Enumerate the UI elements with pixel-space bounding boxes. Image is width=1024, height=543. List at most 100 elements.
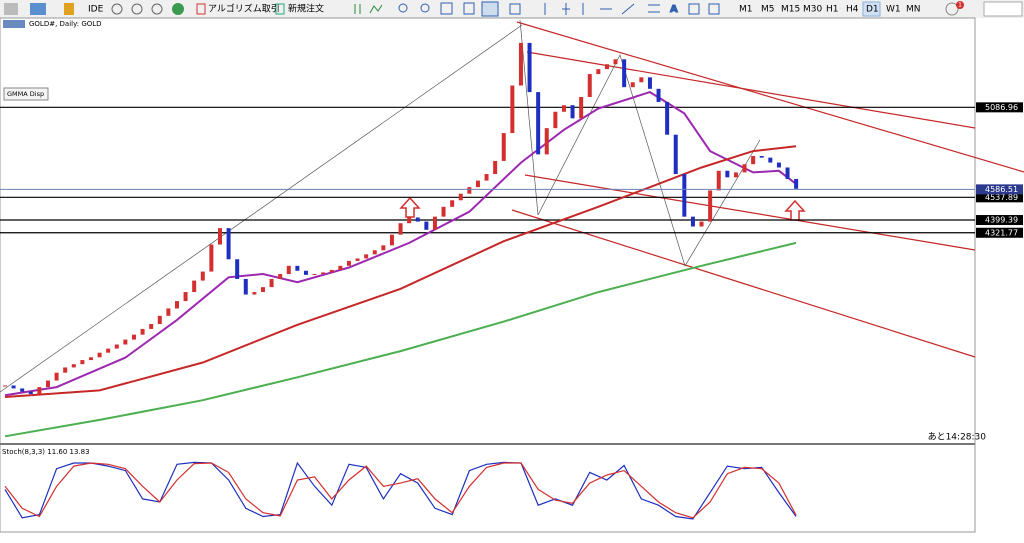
candle xyxy=(553,111,558,129)
candle xyxy=(364,254,369,259)
countdown: あと14:28:30 xyxy=(928,432,987,443)
candle xyxy=(131,334,136,340)
tool-icon[interactable] xyxy=(4,3,18,15)
algo-icon xyxy=(196,3,206,15)
candle xyxy=(510,85,515,134)
candle xyxy=(346,260,351,266)
candle xyxy=(493,160,498,175)
candle xyxy=(776,162,781,168)
svg-text:A: A xyxy=(670,4,678,15)
candle xyxy=(768,157,773,163)
candle xyxy=(639,77,644,83)
series-line xyxy=(4,91,797,397)
candle xyxy=(398,223,403,235)
candle xyxy=(183,292,188,302)
ide-button[interactable]: IDE xyxy=(88,5,104,15)
candle xyxy=(690,216,695,227)
level-label: 4537.89 xyxy=(985,193,1018,202)
candle xyxy=(209,244,214,272)
timeframe-button[interactable]: M1 xyxy=(739,5,753,15)
level-label: 5086.96 xyxy=(985,103,1018,112)
trend-lines xyxy=(511,21,1024,358)
candle xyxy=(106,348,111,353)
candle xyxy=(329,269,334,273)
candle xyxy=(613,59,618,65)
candle xyxy=(441,206,446,217)
tool-icon[interactable] xyxy=(64,3,74,15)
timeframe-button[interactable]: D1 xyxy=(866,5,879,15)
gmma-button[interactable]: GMMA Disp xyxy=(7,90,44,98)
drawing-tools[interactable]: A xyxy=(509,3,720,16)
candle xyxy=(149,324,154,329)
candle xyxy=(415,217,420,222)
candle xyxy=(28,391,33,395)
candle xyxy=(622,59,627,88)
new-order-button[interactable]: 新規注文 xyxy=(288,3,324,15)
timeframe-button[interactable]: M5 xyxy=(761,5,775,15)
candle xyxy=(372,250,377,255)
candle xyxy=(355,258,360,261)
timeframe-button[interactable]: M15 xyxy=(781,5,800,15)
candle xyxy=(200,271,205,281)
gmma-button-bg[interactable] xyxy=(3,87,49,101)
tool-icon[interactable] xyxy=(30,3,46,15)
candle xyxy=(544,128,549,155)
candle xyxy=(630,82,635,88)
candle xyxy=(570,105,575,119)
algo-trading-button[interactable]: アルゴリズム取引 xyxy=(208,3,280,15)
candle xyxy=(656,88,661,102)
level-label-bg xyxy=(976,215,1023,226)
candle xyxy=(742,164,747,173)
zigzag-lines xyxy=(0,19,761,393)
candle xyxy=(243,278,248,295)
candle xyxy=(45,380,50,388)
candle xyxy=(587,74,592,98)
tool-icon[interactable] xyxy=(172,3,184,15)
level-label: 4399.39 xyxy=(985,216,1018,225)
candle xyxy=(501,133,506,161)
candle xyxy=(88,357,93,361)
toolbar-bg xyxy=(0,0,1024,18)
candle xyxy=(2,385,7,387)
chart-type-icons[interactable] xyxy=(354,4,383,14)
label-layer: 5086.96 4537.89 4399.39 4321.77 4586.51 xyxy=(976,102,1023,238)
search-box[interactable] xyxy=(983,1,1023,17)
bid-label: 4586.51 xyxy=(985,185,1018,194)
header-icon xyxy=(3,20,25,28)
candle xyxy=(475,180,480,188)
candle xyxy=(407,217,412,224)
candle xyxy=(527,42,532,93)
candle xyxy=(140,328,145,335)
candle xyxy=(708,190,713,222)
plot-layer xyxy=(0,42,975,520)
chart-title: GOLD#, Daily: GOLD xyxy=(29,20,102,28)
candle xyxy=(252,292,257,295)
timeframe-button[interactable]: H4 xyxy=(846,5,859,15)
candle xyxy=(303,270,308,275)
candle xyxy=(579,97,584,119)
zoom-icons[interactable] xyxy=(398,1,499,17)
series-line xyxy=(4,241,797,438)
candle xyxy=(682,174,687,217)
tool-icon[interactable] xyxy=(131,3,143,15)
timeframe-button[interactable]: H1 xyxy=(826,5,839,15)
candle xyxy=(260,287,265,293)
candle xyxy=(759,156,764,158)
notification-icon[interactable] xyxy=(945,2,959,16)
candle xyxy=(11,385,16,389)
series-line xyxy=(4,462,797,519)
timeframe-button[interactable]: M30 xyxy=(803,5,822,15)
candle xyxy=(665,101,670,135)
notification-badge xyxy=(956,1,964,9)
tool-icon[interactable] xyxy=(151,3,163,15)
candle xyxy=(794,178,799,189)
timeframe-button[interactable]: MN xyxy=(906,5,921,15)
series-line xyxy=(4,461,797,520)
candle xyxy=(561,105,566,112)
notification-count: 1 xyxy=(958,2,962,9)
timeframe-button[interactable]: W1 xyxy=(886,5,901,15)
active-timeframe-bg xyxy=(862,1,881,17)
order-icon xyxy=(275,3,285,15)
tool-icon[interactable] xyxy=(111,3,123,15)
